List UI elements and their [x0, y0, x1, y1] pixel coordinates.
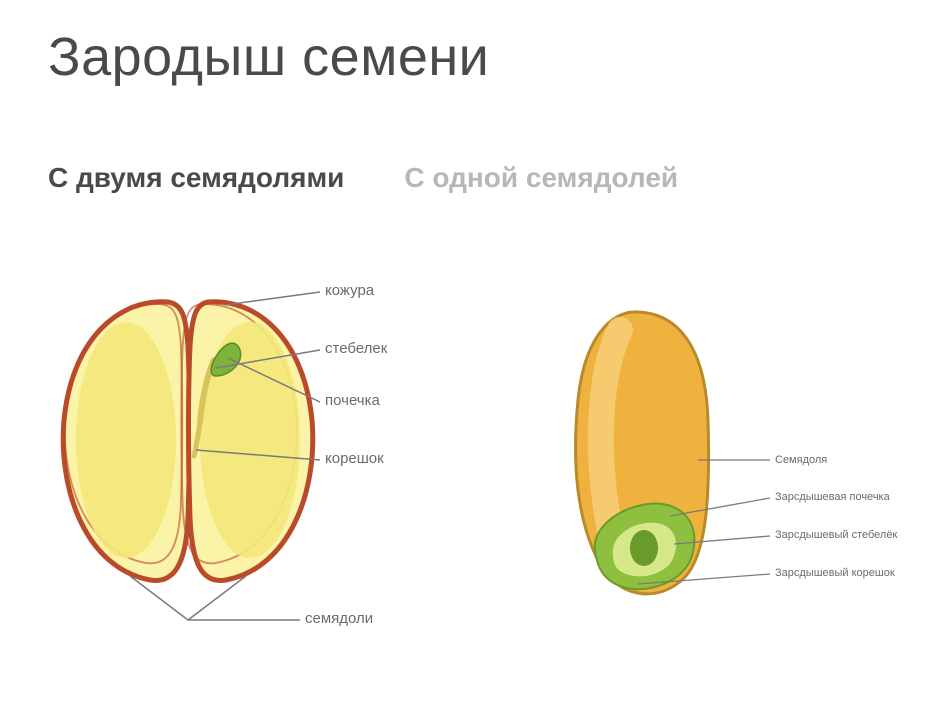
- dicot-left-lobe: [63, 302, 189, 581]
- label-semyadoli: семядоли: [305, 610, 373, 627]
- page: Зародыш семени С двумя семядолями С одно…: [0, 0, 940, 705]
- label-emb-stebelek: Зарсдышевый стебелёк: [775, 529, 897, 541]
- page-title: Зародыш семени: [48, 26, 489, 88]
- figure-area: кожура стебелек почечка корешок семядоли: [0, 250, 940, 670]
- label-koreshok: корешок: [325, 450, 384, 467]
- dicot-seed-diagram: [0, 250, 460, 670]
- label-semyadolya: Семядоля: [775, 454, 827, 466]
- monocot-seed-diagram: [520, 250, 940, 670]
- label-emb-koreshok: Зарсдышевый корешок: [775, 567, 895, 579]
- label-pochechka: почечка: [325, 392, 380, 409]
- label-kozhura: кожура: [325, 282, 374, 299]
- subtitles-row: С двумя семядолями С одной семядолей: [48, 162, 892, 194]
- subtitle-dicot: С двумя семядолями: [48, 162, 344, 194]
- dicot-right-lobe: [181, 302, 312, 581]
- label-emb-pochechka: Зарсдышевая почечка: [775, 491, 890, 503]
- subtitle-monocot: С одной семядолей: [404, 162, 678, 194]
- label-stebelek: стебелек: [325, 340, 387, 357]
